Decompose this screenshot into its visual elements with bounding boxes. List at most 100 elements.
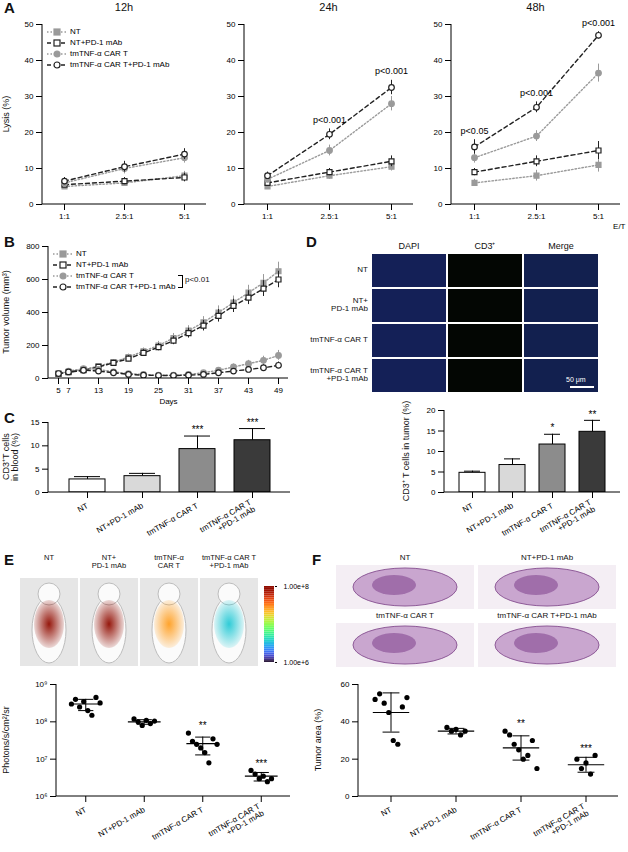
svg-text:20: 20: [25, 128, 34, 137]
svg-text:7: 7: [66, 386, 71, 395]
svg-text:800: 800: [26, 242, 40, 251]
svg-text:p<0.001: p<0.001: [313, 115, 346, 125]
svg-text:20: 20: [227, 128, 236, 137]
svg-text:10⁶: 10⁶: [35, 792, 47, 801]
svg-text:p<0.001: p<0.001: [582, 18, 615, 28]
svg-text:**: **: [199, 720, 207, 731]
svg-text:40: 40: [341, 717, 350, 726]
svg-text:1.00e+6: 1.00e+6: [284, 659, 310, 666]
svg-text:50: 50: [227, 20, 236, 29]
svg-text:50: 50: [434, 20, 443, 29]
svg-text:10⁷: 10⁷: [36, 755, 48, 764]
html-text:tmTNF-α CAR T +PD-1 mAb: tmTNF-α CAR T +PD-1 mAb: [201, 553, 257, 570]
svg-text:5: 5: [35, 465, 40, 474]
svg-text:tmTNF-α CAR T: tmTNF-α CAR T: [145, 501, 200, 538]
svg-text:**: **: [589, 409, 597, 420]
svg-text:5:1: 5:1: [179, 212, 191, 221]
svg-text:***: ***: [255, 758, 267, 769]
svg-text:5: 5: [56, 386, 61, 395]
svg-text:20: 20: [341, 755, 350, 764]
html-text:CD3⁺T cells in blood (%): CD3⁺T cells in blood (%): [1, 433, 21, 481]
svg-text:600: 600: [26, 275, 40, 284]
svg-text:10: 10: [31, 441, 40, 450]
svg-text:0: 0: [29, 200, 34, 209]
svg-text:10⁹: 10⁹: [35, 680, 47, 689]
svg-text:40: 40: [434, 56, 443, 65]
svg-text:60: 60: [341, 680, 350, 689]
svg-text:0: 0: [35, 374, 40, 383]
svg-text:0: 0: [438, 200, 443, 209]
svg-text:tmTNF-α CAR T: tmTNF-α CAR T: [469, 805, 524, 842]
svg-text:E/T: E/T: [613, 222, 626, 231]
svg-text:37: 37: [214, 386, 223, 395]
svg-text:49: 49: [274, 386, 283, 395]
svg-text:25: 25: [154, 386, 163, 395]
svg-text:10: 10: [227, 164, 236, 173]
svg-text:NT: NT: [380, 805, 394, 818]
svg-text:0: 0: [231, 200, 236, 209]
svg-text:30: 30: [434, 92, 443, 101]
svg-text:2.5:1: 2.5:1: [528, 212, 546, 221]
svg-text:NT: NT: [74, 805, 88, 818]
html-text:12h: 12h: [114, 1, 134, 13]
svg-text:tmTNF-α CAR T: tmTNF-α CAR T: [500, 501, 555, 538]
svg-text:0: 0: [35, 488, 40, 497]
svg-text:NT+PD-1 mAb: NT+PD-1 mAb: [409, 805, 459, 839]
svg-text:400: 400: [26, 308, 40, 317]
svg-text:30: 30: [227, 92, 236, 101]
svg-text:15: 15: [427, 427, 436, 436]
svg-text:13: 13: [94, 386, 103, 395]
svg-text:10⁸: 10⁸: [35, 717, 47, 726]
svg-text:0: 0: [345, 792, 350, 801]
svg-text:20: 20: [427, 406, 436, 415]
svg-text:10: 10: [434, 164, 443, 173]
svg-text:**: **: [517, 718, 525, 729]
svg-text:*: *: [551, 422, 555, 433]
svg-text:10: 10: [427, 447, 436, 456]
svg-text:p<0.05: p<0.05: [461, 126, 489, 136]
svg-text:***: ***: [580, 743, 592, 754]
svg-text:NT+PD-1 mAb: NT+PD-1 mAb: [97, 805, 147, 839]
svg-text:0: 0: [431, 488, 436, 497]
svg-text:***: ***: [247, 417, 259, 428]
svg-text:NT: NT: [76, 501, 90, 514]
svg-text:15: 15: [31, 418, 40, 427]
svg-text:p<0.001: p<0.001: [520, 88, 553, 98]
svg-text:tmTNF-α CAR T+PD-1 mAb: tmTNF-α CAR T+PD-1 mAb: [198, 497, 257, 541]
svg-text:40: 40: [25, 56, 34, 65]
svg-text:NT: NT: [461, 501, 475, 514]
svg-text:2.5:1: 2.5:1: [116, 212, 134, 221]
svg-text:1.00e+8: 1.00e+8: [284, 583, 310, 590]
svg-text:p<0.001: p<0.001: [375, 66, 408, 76]
html-text:48h: 48h: [526, 1, 545, 13]
svg-text:1:1: 1:1: [262, 212, 274, 221]
svg-text:***: ***: [192, 424, 204, 435]
svg-text:20: 20: [434, 128, 443, 137]
html-text:tmTNF-α CAR T: tmTNF-α CAR T: [154, 553, 184, 570]
svg-text:50: 50: [25, 20, 34, 29]
svg-text:30: 30: [25, 92, 34, 101]
svg-text:NT+PD-1 mAb: NT+PD-1 mAb: [95, 501, 145, 535]
svg-text:1:1: 1:1: [469, 212, 481, 221]
html-text:tmTNF-α CAR T +PD-1 mAb: tmTNF-α CAR T +PD-1 mAb: [310, 365, 368, 383]
svg-text:5:1: 5:1: [593, 212, 605, 221]
svg-text:Days: Days: [159, 397, 177, 406]
html-text:NT+ PD-1 mAb: NT+ PD-1 mAb: [331, 295, 368, 313]
svg-text:10: 10: [25, 164, 34, 173]
svg-text:31: 31: [184, 386, 193, 395]
svg-text:1:1: 1:1: [59, 212, 71, 221]
svg-text:40: 40: [227, 56, 236, 65]
svg-text:tmTNF-α CAR T+PD-1 mAb: tmTNF-α CAR T+PD-1 mAb: [532, 801, 591, 845]
html-text:NT+ PD-1 mAb: NT+ PD-1 mAb: [91, 553, 127, 570]
svg-text:2.5:1: 2.5:1: [321, 212, 339, 221]
svg-text:5:1: 5:1: [386, 212, 398, 221]
svg-text:19: 19: [124, 386, 133, 395]
svg-text:tmTNF-α CAR T: tmTNF-α CAR T: [150, 805, 205, 842]
svg-text:NT+PD-1 mAb: NT+PD-1 mAb: [465, 501, 515, 535]
svg-text:tmTNF-α CAR T+PD-1 mAb: tmTNF-α CAR T+PD-1 mAb: [207, 801, 266, 845]
html-text:24h: 24h: [319, 1, 338, 13]
svg-text:200: 200: [26, 341, 40, 350]
svg-text:43: 43: [244, 386, 253, 395]
svg-text:tmTNF-α CAR T+PD-1 mAb: tmTNF-α CAR T+PD-1 mAb: [538, 497, 597, 541]
svg-text:5: 5: [431, 468, 436, 477]
